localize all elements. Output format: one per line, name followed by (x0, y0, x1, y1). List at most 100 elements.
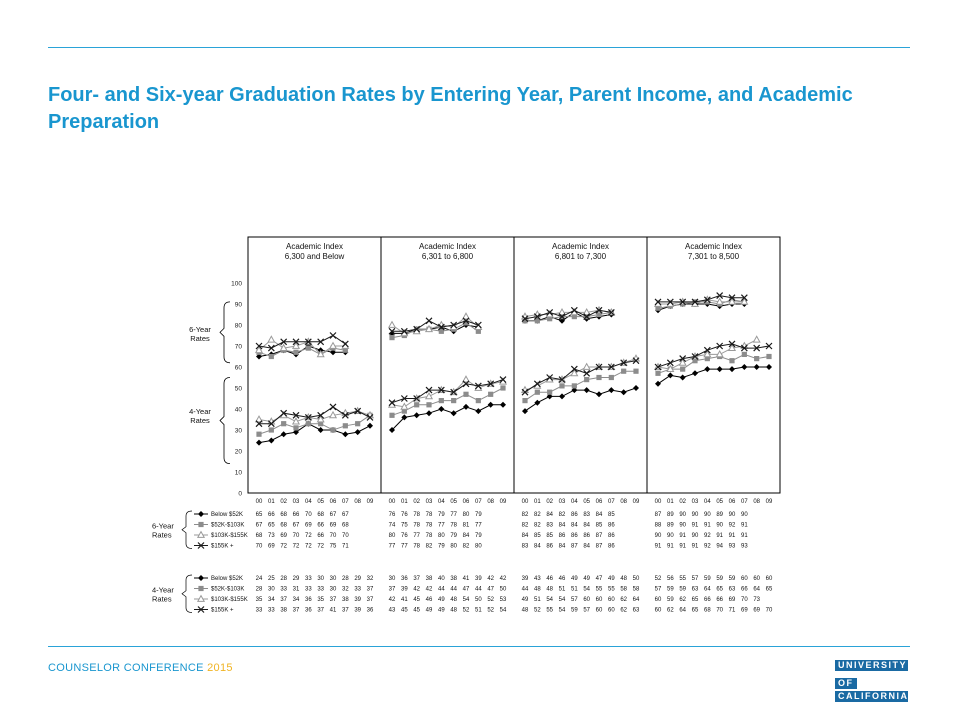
data-point (317, 411, 325, 419)
table-value: 62 (679, 597, 686, 603)
data-point (438, 398, 444, 404)
data-point (680, 366, 686, 372)
data-point (451, 398, 457, 404)
table-value: 41 (401, 597, 408, 603)
data-point (571, 314, 577, 320)
table-value: 89 (667, 523, 674, 529)
data-point (765, 342, 773, 350)
table-value: 60 (608, 608, 615, 614)
series-line (391, 387, 504, 416)
data-point (293, 349, 299, 355)
data-point (558, 376, 566, 384)
table-value: 85 (608, 512, 615, 518)
data-point (522, 408, 528, 415)
y-tick-label: 0 (238, 491, 242, 498)
table-value: 69 (268, 544, 275, 550)
table-value: 57 (571, 597, 578, 603)
legend-label: Below $52K (211, 576, 243, 582)
table-value: 52 (534, 608, 541, 614)
y-tick-label: 50 (235, 386, 243, 393)
year-label: 03 (293, 499, 300, 505)
table-value: 80 (450, 544, 457, 550)
data-point (305, 345, 311, 351)
year-label: 06 (596, 499, 603, 505)
table-value: 68 (317, 512, 324, 518)
data-point (389, 412, 395, 418)
table-value: 38 (342, 597, 349, 603)
table-value: 50 (633, 576, 640, 582)
table-value: 83 (546, 523, 553, 529)
table-value: 60 (655, 597, 662, 603)
data-point (475, 398, 481, 404)
table-value: 69 (729, 597, 736, 603)
table-value: 46 (426, 597, 433, 603)
table-value: 30 (317, 576, 324, 582)
data-point (500, 385, 506, 391)
data-point (595, 363, 603, 371)
year-label: 00 (256, 499, 263, 505)
data-point (716, 366, 723, 373)
table-value: 77 (389, 544, 396, 550)
data-point (522, 318, 528, 324)
table-value: 65 (692, 597, 699, 603)
table-value: 39 (475, 576, 482, 582)
table-value: 38 (280, 608, 287, 614)
table-value: 67 (256, 523, 263, 529)
table-value: 54 (559, 608, 566, 614)
table-value: 59 (704, 576, 711, 582)
table-value: 84 (534, 544, 541, 550)
data-point (450, 321, 458, 329)
table-value: 34 (268, 597, 275, 603)
table-value: 49 (438, 608, 445, 614)
table-value: 38 (450, 576, 457, 582)
logo-line-2: OF (835, 678, 857, 689)
table-value: 77 (475, 523, 482, 529)
table-value: 51 (571, 587, 578, 593)
year-label: 09 (633, 499, 640, 505)
data-point (607, 308, 615, 316)
y-tick-label: 90 (235, 302, 243, 309)
table-value: 79 (475, 533, 482, 539)
table-value: 82 (463, 544, 470, 550)
table-value: 64 (633, 597, 640, 603)
data-point (256, 439, 262, 446)
data-point (401, 408, 407, 414)
table-value: 59 (716, 576, 723, 582)
table-value: 32 (367, 576, 374, 582)
table-value: 50 (500, 587, 507, 593)
data-point (547, 316, 553, 322)
year-label: 06 (330, 499, 337, 505)
table-value: 68 (342, 523, 349, 529)
data-point (571, 383, 577, 389)
data-point (424, 324, 434, 333)
table-value: 36 (367, 608, 374, 614)
year-label: 04 (704, 499, 711, 505)
data-point (389, 427, 395, 433)
table-value: 77 (413, 533, 420, 539)
table-value: 84 (583, 523, 590, 529)
table-value: 67 (330, 512, 337, 518)
table-value: 92 (704, 533, 711, 539)
table-value: 57 (583, 608, 590, 614)
data-point (727, 343, 737, 351)
data-point (754, 356, 760, 362)
table-value: 54 (559, 597, 566, 603)
year-label: 07 (342, 499, 349, 505)
logo-line-1: UNIVERSITY (835, 660, 908, 671)
table-value: 60 (766, 576, 773, 582)
data-point (620, 359, 628, 367)
table-value: 91 (692, 523, 699, 529)
data-point (256, 431, 262, 437)
data-point (330, 349, 336, 356)
data-point (463, 403, 469, 410)
year-label: 01 (268, 499, 275, 505)
table-bracket (181, 574, 193, 613)
table-value: 69 (741, 608, 748, 614)
series-line (524, 360, 637, 393)
table-value: 37 (342, 608, 349, 614)
data-point (488, 391, 494, 397)
table-value: 60 (741, 576, 748, 582)
series-line (524, 309, 612, 320)
table-value: 70 (716, 608, 723, 614)
data-point (463, 320, 469, 326)
